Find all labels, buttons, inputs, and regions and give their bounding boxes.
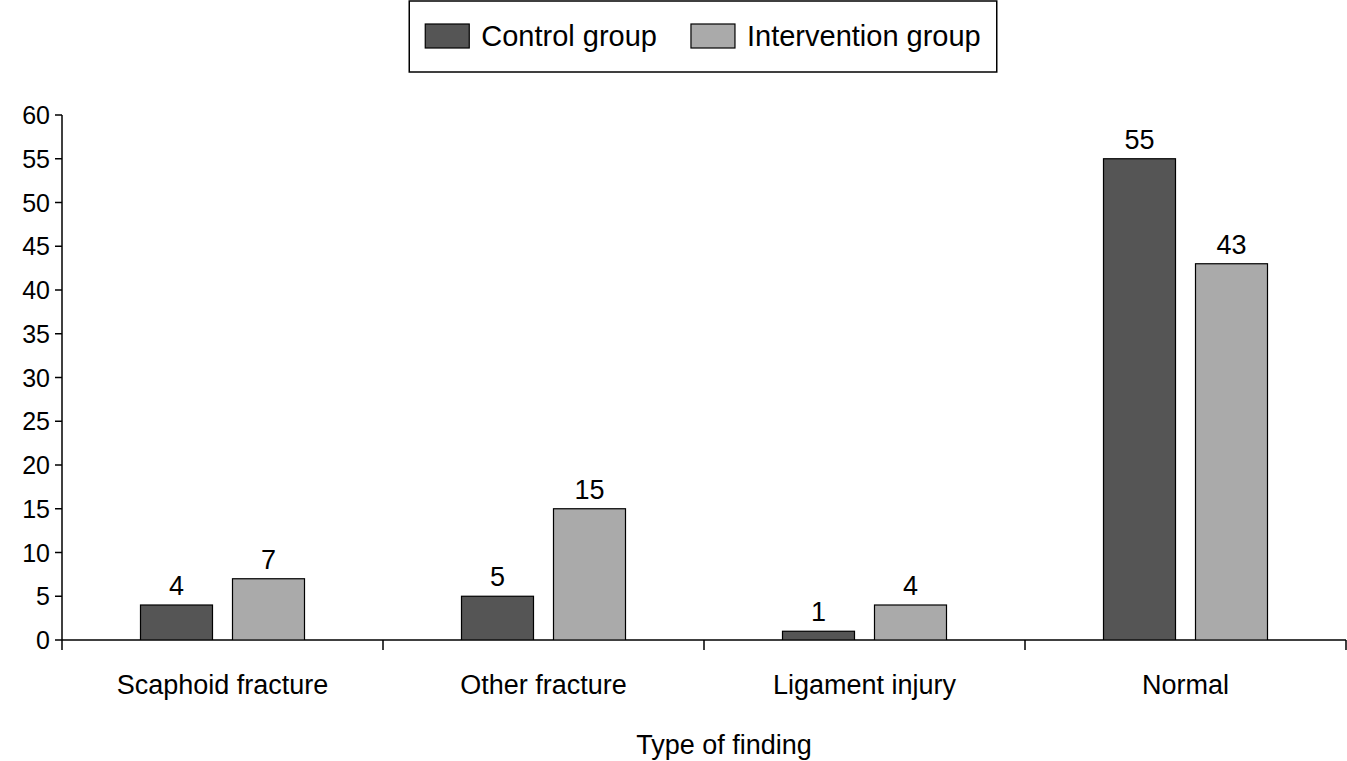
y-tick-label: 60 (22, 101, 50, 129)
y-tick (55, 508, 62, 510)
y-tick-label: 5 (36, 582, 50, 610)
legend-swatch (425, 24, 469, 48)
y-tick (55, 377, 62, 379)
bar (462, 596, 534, 640)
bar (141, 605, 213, 640)
y-tick (55, 246, 62, 248)
bars (141, 159, 1268, 640)
y-tick-label: 35 (22, 320, 50, 348)
data-label: 43 (1216, 230, 1246, 260)
data-label: 4 (169, 571, 184, 601)
x-tick-label: Ligament injury (773, 670, 957, 700)
y-tick-label: 50 (22, 189, 50, 217)
y-tick-label: 20 (22, 451, 50, 479)
bar (1104, 159, 1176, 640)
y-tick (55, 333, 62, 335)
y-tick-label: 45 (22, 232, 50, 260)
data-label: 4 (903, 571, 918, 601)
data-label: 5 (490, 562, 505, 592)
data-label: 1 (811, 597, 826, 627)
y-tick (55, 114, 62, 116)
y-tick (55, 596, 62, 598)
data-label: 15 (574, 475, 604, 505)
x-tick-label: Normal (1142, 670, 1229, 700)
x-tick-label: Scaphoid fracture (117, 670, 329, 700)
bar (233, 579, 305, 640)
y-tick (55, 158, 62, 160)
y-tick (55, 289, 62, 291)
y-tick-label: 0 (36, 626, 50, 654)
chart: 0 5 10 15 20 25 30 35 40 45 50 55 60 4 7 5 15 1 4 55 43 Scaph… (0, 0, 1347, 761)
bar (875, 605, 947, 640)
y-tick-label: 15 (22, 495, 50, 523)
y-tick-label: 10 (22, 539, 50, 567)
x-category-divider (61, 640, 63, 650)
y-tick-label: 25 (22, 407, 50, 435)
x-tick-label: Other fracture (460, 670, 627, 700)
data-label: 7 (261, 545, 276, 575)
bar (1196, 264, 1268, 640)
y-tick (55, 639, 62, 641)
legend-label: Control group (481, 20, 657, 52)
data-label: 55 (1124, 125, 1154, 155)
y-tick-label: 55 (22, 145, 50, 173)
y-tick-label: 30 (22, 364, 50, 392)
y-tick (55, 464, 62, 466)
bar (783, 631, 855, 640)
y-tick (55, 552, 62, 554)
legend-box (409, 1, 997, 72)
y-tick-label: 40 (22, 276, 50, 304)
x-category-divider (1024, 640, 1026, 650)
y-tick (55, 202, 62, 204)
x-category-divider (1345, 640, 1347, 650)
y-tick (55, 421, 62, 423)
legend-label: Intervention group (747, 20, 981, 52)
x-axis-title: Type of finding (636, 730, 812, 760)
legend-swatch (691, 24, 735, 48)
data-labels: 4 7 5 15 1 4 55 43 (169, 125, 1247, 628)
x-category-divider (703, 640, 705, 650)
x-category-divider (382, 640, 384, 650)
bar (554, 509, 626, 640)
legend: Control group Intervention group (409, 1, 997, 72)
